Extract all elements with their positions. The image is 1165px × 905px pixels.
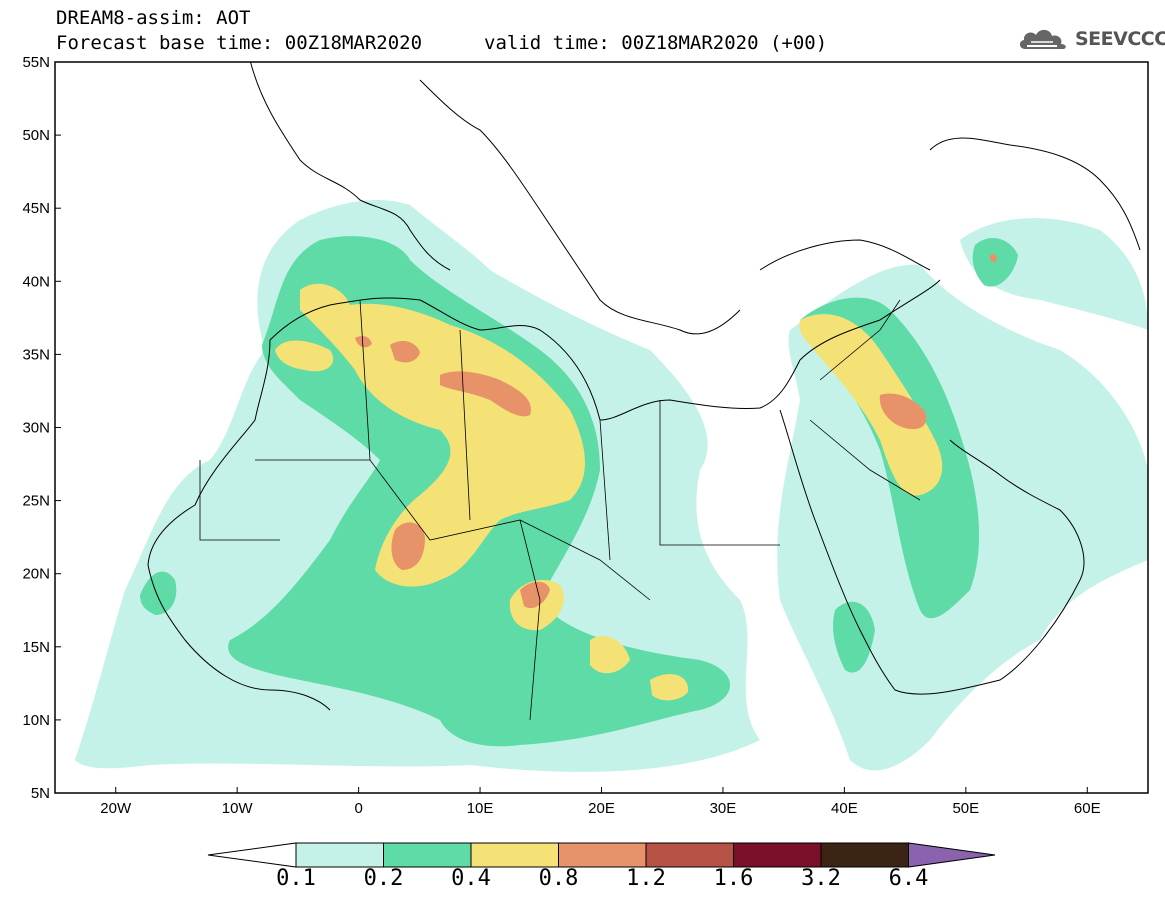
logo-text: SEEVCCC (1075, 28, 1165, 50)
lat-label: 35N (22, 346, 50, 363)
lon-label: 30E (710, 800, 737, 817)
legend-label: 0.8 (538, 866, 579, 891)
aot-legend (207, 842, 996, 868)
legend-labels: 0.1 0.2 0.4 0.8 1.2 1.6 3.2 6.4 (0, 866, 1165, 896)
lon-axis: 20W 10W 0 10E 20E 30E 40E 50E 60E (100, 787, 1101, 817)
lat-label: 25N (22, 493, 50, 510)
lon-label: 20W (100, 800, 132, 817)
legend-label: 0.4 (451, 866, 491, 891)
lon-label: 10E (467, 800, 494, 817)
coastlines (147, 62, 1141, 711)
lon-label: 10W (222, 800, 254, 817)
legend-swatch (383, 842, 472, 868)
lat-label: 50N (22, 127, 50, 144)
map-title: DREAM8-assim: AOT (56, 7, 251, 29)
legend-swatch (820, 842, 909, 868)
lon-label: 20E (588, 800, 615, 817)
lat-label: 30N (22, 420, 50, 437)
legend-label: 6.4 (888, 866, 929, 891)
legend-over-triangle (908, 842, 996, 868)
legend-label: 0.1 (276, 866, 316, 891)
lon-label: 60E (1074, 800, 1101, 817)
lat-label: 40N (22, 273, 50, 290)
aot-field (75, 200, 1148, 772)
lat-label: 15N (22, 639, 50, 656)
legend-swatch (558, 842, 647, 868)
lat-label: 45N (22, 200, 50, 217)
borders (199, 299, 921, 721)
legend-swatch (295, 842, 384, 868)
legend-label: 0.2 (363, 866, 404, 891)
valid-time: valid time: 00Z18MAR2020 (+00) (484, 32, 828, 54)
lon-label: 40E (831, 800, 858, 817)
legend-label: 3.2 (801, 866, 841, 891)
lat-label: 20N (22, 566, 50, 583)
seevccc-logo: SEEVCCC (1017, 25, 1165, 53)
lat-label: 10N (22, 712, 50, 729)
lon-label: 50E (952, 800, 979, 817)
legend-swatch (470, 842, 559, 868)
forecast-base-time: Forecast base time: 00Z18MAR2020 (56, 32, 423, 54)
lat-label: 5N (31, 785, 50, 802)
legend-swatch (645, 842, 734, 868)
legend-swatch (733, 842, 822, 868)
lat-label: 55N (22, 54, 50, 71)
legend-under-triangle (207, 842, 297, 868)
lon-label: 0 (354, 800, 362, 817)
legend-label: 1.6 (713, 866, 754, 891)
cloud-icon (1019, 29, 1066, 49)
lat-axis: 55N 50N 45N 40N 35N 30N 25N 20N 15N 10N 5N (22, 54, 61, 802)
legend-label: 1.2 (626, 866, 666, 891)
